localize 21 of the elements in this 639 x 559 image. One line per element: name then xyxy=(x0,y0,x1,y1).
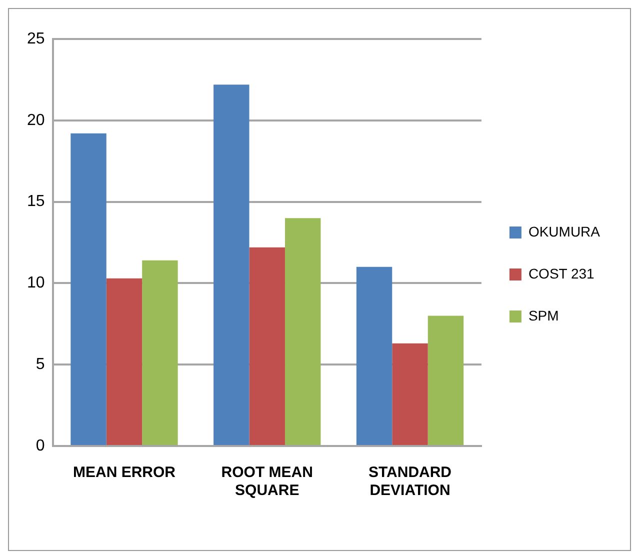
bar xyxy=(142,260,178,445)
y-tick-label: 5 xyxy=(36,356,45,374)
bar xyxy=(356,266,392,445)
y-tick-label: 15 xyxy=(27,193,45,210)
legend-label: SPM xyxy=(528,307,559,324)
legend-label: COST 231 xyxy=(528,265,595,282)
bar xyxy=(70,133,106,445)
y-tick-label: 25 xyxy=(27,30,45,48)
x-tick-label: ROOT MEAN SQUARE xyxy=(221,464,313,500)
bar xyxy=(392,343,428,445)
bar xyxy=(284,218,321,445)
y-tick-label: 20 xyxy=(27,112,45,129)
bar xyxy=(214,84,250,445)
bar xyxy=(249,247,285,445)
legend-label: OKUMURA xyxy=(528,223,601,240)
x-tick-label: MEAN ERROR xyxy=(72,464,176,482)
y-tick-label: 10 xyxy=(27,274,45,292)
bar xyxy=(106,278,142,445)
bar xyxy=(428,316,464,445)
x-tick-label: STANDARD DEVIATION xyxy=(368,464,452,500)
y-tick-label: 0 xyxy=(36,437,45,454)
